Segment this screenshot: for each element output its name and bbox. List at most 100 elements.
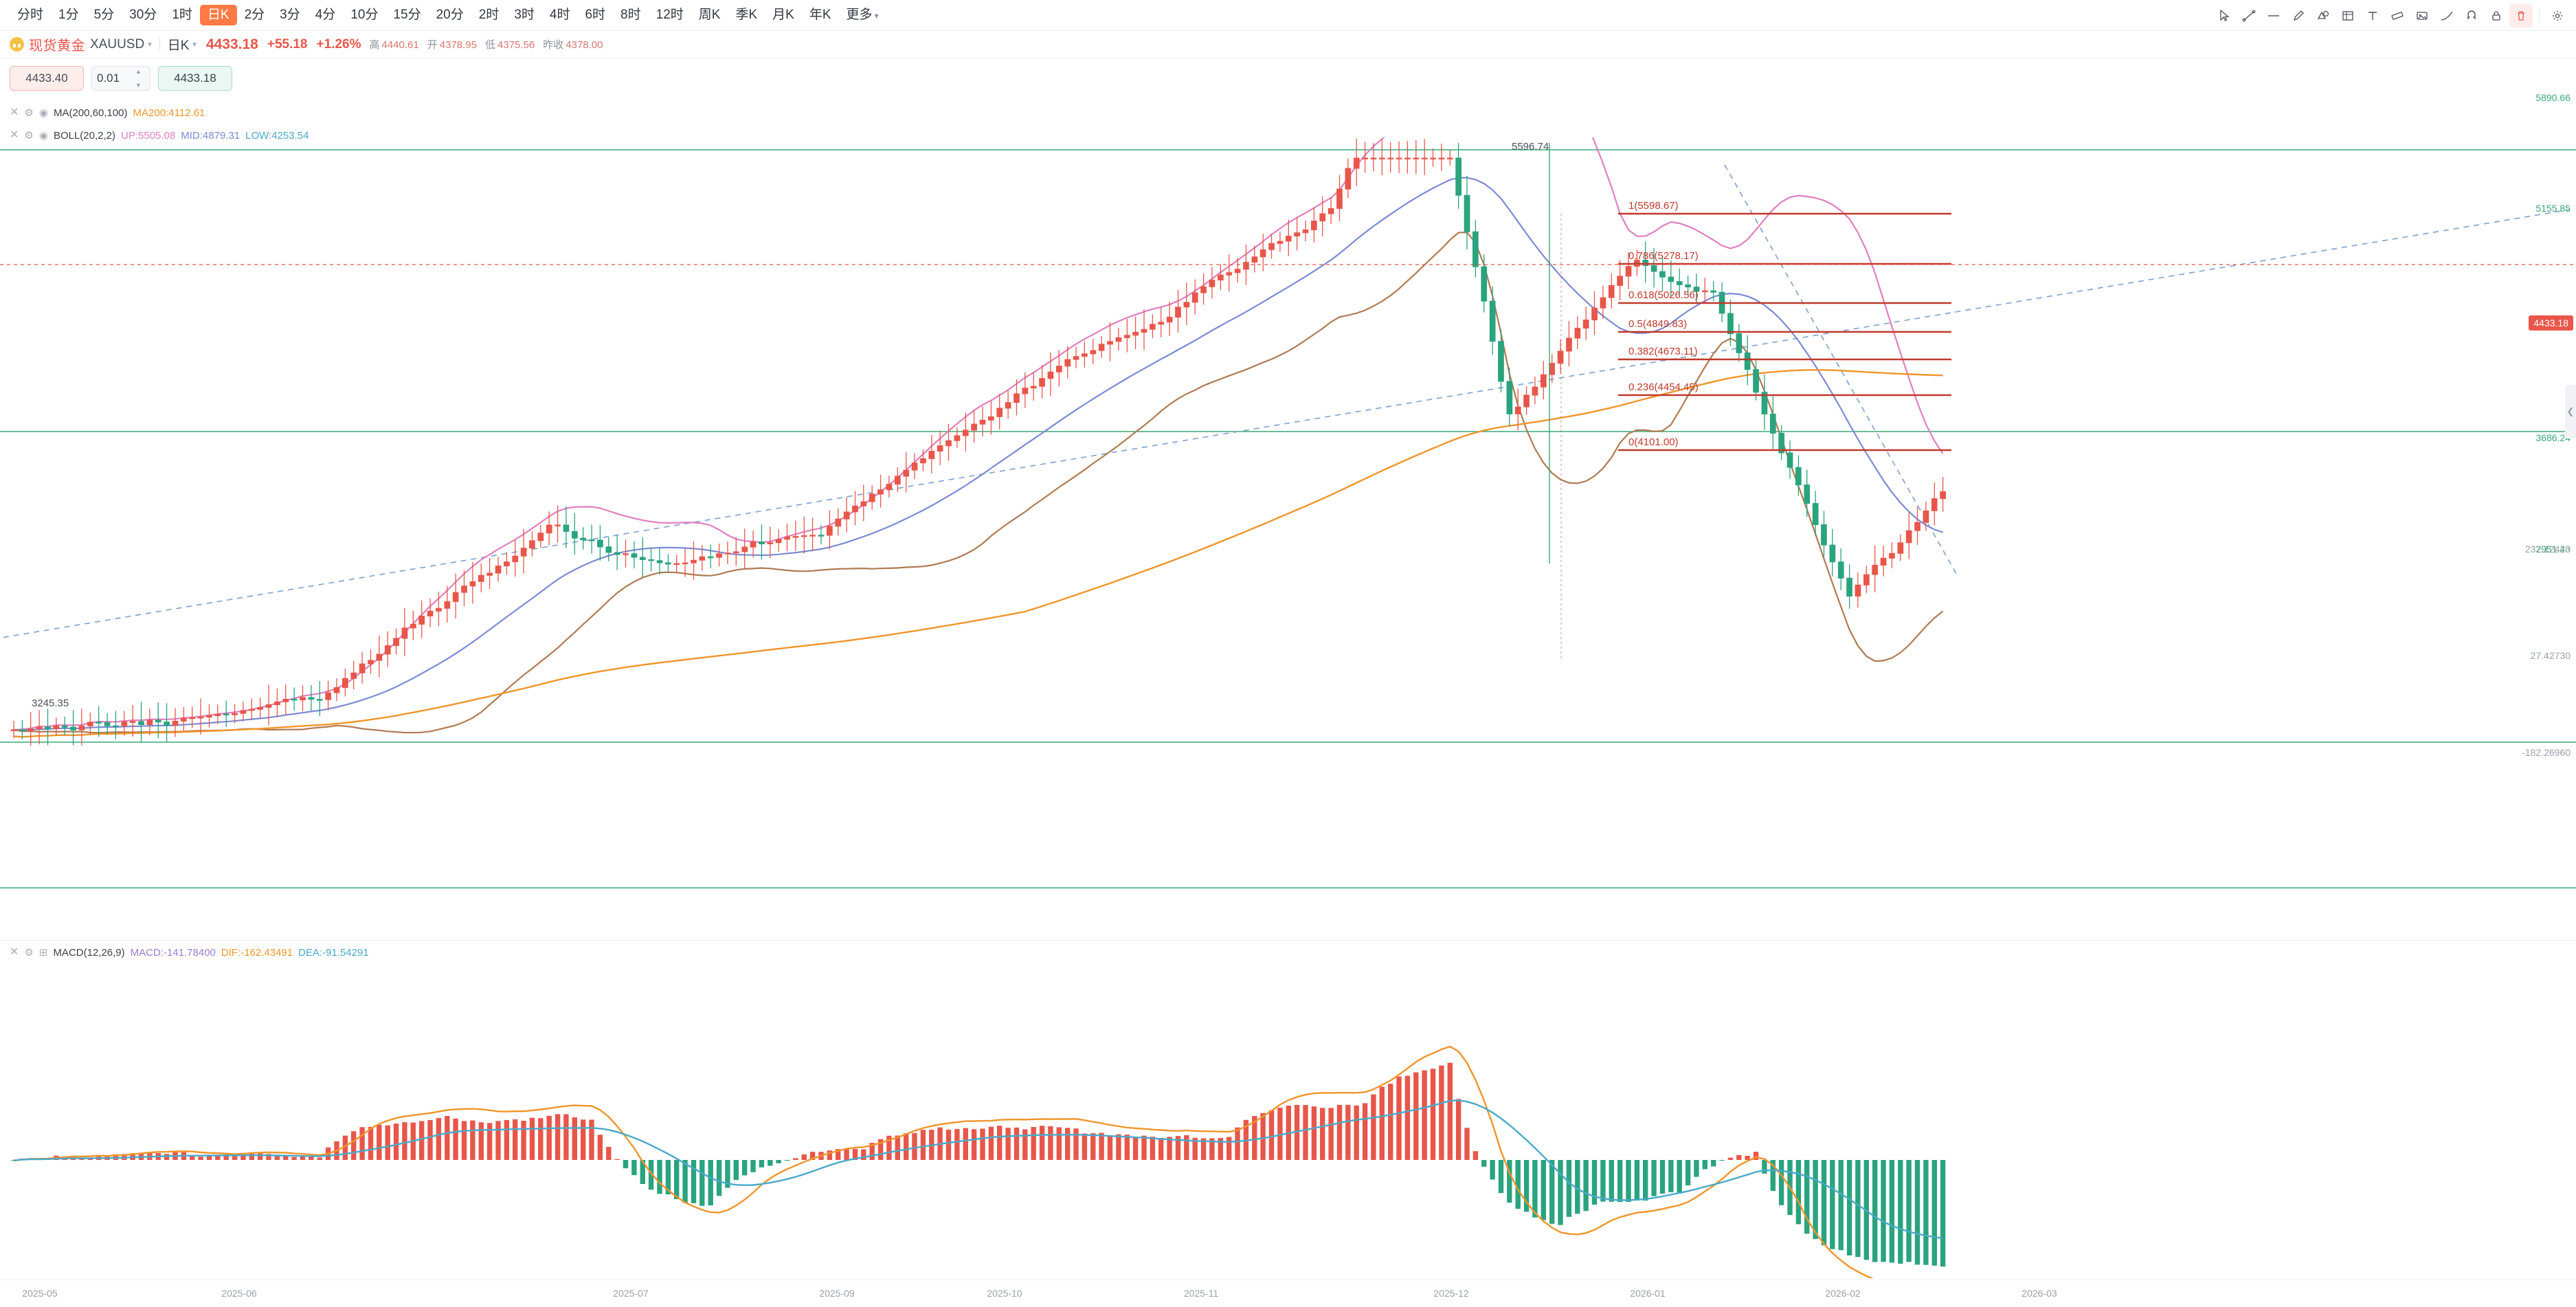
timeframe-10分[interactable]: 10分 <box>350 8 379 22</box>
toolbar-divider <box>2539 8 2540 23</box>
timeframe-8时[interactable]: 8时 <box>620 8 641 22</box>
timeframe-3分[interactable]: 3分 <box>280 8 300 22</box>
last-price: 4433.18 <box>205 36 258 52</box>
chevron-left-icon: ❮ <box>2566 406 2575 416</box>
timeframe-2分[interactable]: 2分 <box>244 8 265 22</box>
settings-icon[interactable] <box>2546 4 2569 27</box>
image-icon[interactable] <box>2410 4 2434 27</box>
lock-icon[interactable] <box>2485 4 2508 27</box>
close-icon[interactable]: ✕ <box>10 946 19 958</box>
horizontal-line-icon[interactable] <box>2262 4 2285 27</box>
timeframe-list: 分时 1分 5分 30分 1时 日K 2分 3分 4分 10分 15分 20分 2时 3时 4时 6时 8时 12… <box>0 5 886 26</box>
gear-icon[interactable]: ⚙ <box>24 130 34 142</box>
quantity-stepper[interactable]: 0.01 ▲ ▼ <box>91 66 150 91</box>
shapes-icon[interactable] <box>2311 4 2335 27</box>
ruler-icon[interactable] <box>2386 4 2409 27</box>
macd-indicator-legend: ✕ ⚙ ⊞ MACD(12,26,9) MACD:-141.78400 DIF:… <box>10 946 369 959</box>
timeframe-4时[interactable]: 4时 <box>549 8 570 22</box>
timeframe-周K[interactable]: 周K <box>698 8 721 22</box>
time-axis-tick: 2025-05 <box>22 1288 58 1299</box>
timeframe-更多[interactable]: 更多 <box>839 5 886 26</box>
timeframe-年K[interactable]: 年K <box>809 8 831 22</box>
svg-text:3245.35: 3245.35 <box>32 697 69 709</box>
top-toolbar: 分时 1分 5分 30分 1时 日K 2分 3分 4分 10分 15分 20分 2时 3时 4时 6时 8时 12… <box>0 0 2576 31</box>
price-change: +55.18 <box>267 36 308 52</box>
ma200-value: MA200:4112.61 <box>133 107 205 119</box>
timeframe-季K[interactable]: 季K <box>735 8 758 22</box>
indicator-separator <box>0 940 2576 941</box>
boll-title: BOLL(20,2,2) <box>53 129 116 142</box>
price-axis-tick: 2951.43 <box>2535 544 2571 555</box>
table-icon[interactable] <box>2336 4 2360 27</box>
sidebar-collapse-handle[interactable]: ❮ <box>2565 385 2576 438</box>
svg-text:0.236(4454.45): 0.236(4454.45) <box>1628 381 1699 393</box>
close-icon[interactable]: ✕ <box>10 129 19 141</box>
svg-text:0.382(4673.11): 0.382(4673.11) <box>1628 346 1698 357</box>
svg-text:1(5598.67): 1(5598.67) <box>1628 200 1679 212</box>
stepper-arrows[interactable]: ▲ ▼ <box>135 68 142 89</box>
time-axis: 2025-05 2025-06 2025-07 2025-09 2025-10 2025-… <box>0 1280 2576 1307</box>
ask-button[interactable]: 4433.18 <box>158 66 232 91</box>
period-chevron-down-icon[interactable]: ▾ <box>192 41 197 49</box>
svg-text:5596.74: 5596.74 <box>1512 141 1549 153</box>
boll-low-value: LOW:4253.54 <box>245 129 309 142</box>
drawing-tools-bar <box>2213 0 2569 31</box>
timeframe-15分[interactable]: 15分 <box>393 8 421 22</box>
macd-axis-tick: -182.26960 <box>2522 747 2571 758</box>
time-axis-tick: 2025-12 <box>1433 1288 1469 1299</box>
cursor-icon[interactable] <box>2213 4 2236 27</box>
timeframe-5分[interactable]: 5分 <box>93 8 115 22</box>
pencil-icon[interactable] <box>2287 4 2310 27</box>
timeframe-3时[interactable]: 3时 <box>514 8 535 22</box>
bid-button[interactable]: 4433.40 <box>10 66 84 91</box>
magnet-icon[interactable] <box>2460 4 2483 27</box>
timeframe-日K[interactable]: 日K <box>199 5 237 25</box>
timeframe-月K[interactable]: 月K <box>772 8 794 22</box>
trade-bar: 4433.40 0.01 ▲ ▼ 4433.18 <box>0 62 2576 95</box>
dif-value: DIF:-162.43491 <box>221 946 293 959</box>
macd-chart-canvas[interactable] <box>0 941 2576 1278</box>
timeframe-30分[interactable]: 30分 <box>129 8 157 22</box>
price-chart-canvas[interactable]: 1(5598.67) 0.786(5278.17) 0.618(5026.56) 0.… <box>0 137 2576 928</box>
expand-icon[interactable]: ⊞ <box>38 947 48 959</box>
time-axis-tick: 2025-11 <box>1183 1288 1219 1299</box>
price-axis-tick: 3686.24 <box>2535 432 2571 443</box>
macd-title: MACD(12,26,9) <box>53 946 125 959</box>
price-axis-tick: 5155.85 <box>2535 203 2571 214</box>
timeframe-1分[interactable]: 1分 <box>58 8 79 22</box>
eye-icon[interactable]: ◉ <box>38 107 48 119</box>
fibonacci-icon[interactable] <box>2435 4 2459 27</box>
gear-icon[interactable]: ⚙ <box>24 107 34 119</box>
timeframe-1时[interactable]: 1时 <box>172 8 192 22</box>
timeframe-6时[interactable]: 6时 <box>585 8 606 22</box>
gear-icon[interactable]: ⚙ <box>24 947 34 959</box>
time-axis-tick: 2026-02 <box>1825 1288 1861 1299</box>
price-axis-tick: 5890.66 <box>2535 92 2571 103</box>
price-chart-svg[interactable]: 1(5598.67) 0.786(5278.17) 0.618(5026.56) 0.… <box>0 137 2576 928</box>
time-axis-tick: 2025-09 <box>819 1288 855 1299</box>
time-axis-tick: 2026-01 <box>1630 1288 1666 1299</box>
trendline-icon[interactable] <box>2237 4 2261 27</box>
text-icon[interactable] <box>2361 4 2384 27</box>
timeframe-2时[interactable]: 2时 <box>478 8 500 22</box>
gold-bar-icon <box>10 37 24 52</box>
macd-chart-svg[interactable] <box>0 941 2576 1278</box>
close-icon[interactable]: ✕ <box>10 107 19 118</box>
boll-mid-value: MID:4879.31 <box>181 129 240 142</box>
boll-indicator-legend: ✕ ⚙ ◉ BOLL(20,2,2) UP:5505.08 MID:4879.3… <box>10 129 309 142</box>
timeframe-20分[interactable]: 20分 <box>436 8 464 22</box>
price-axis[interactable]: 5890.66 5155.85 3686.24 2951.43 237.12420 27.… <box>2504 58 2576 1288</box>
chevron-down-icon[interactable]: ▾ <box>148 41 152 49</box>
timeframe-分时[interactable]: 分时 <box>17 8 44 22</box>
open-label: 开 4378.95 <box>427 39 477 51</box>
trash-icon[interactable] <box>2509 3 2533 27</box>
svg-text:0.786(5278.17): 0.786(5278.17) <box>1628 250 1699 262</box>
high-label: 高 4440.61 <box>369 39 419 51</box>
time-axis-tick: 2026-03 <box>2021 1288 2057 1299</box>
timeframe-4分[interactable]: 4分 <box>315 8 336 22</box>
eye-icon[interactable]: ◉ <box>38 130 48 142</box>
svg-text:0.5(4849.83): 0.5(4849.83) <box>1628 318 1687 330</box>
ma-indicator-legend: ✕ ⚙ ◉ MA(200,60,100) MA200:4112.61 <box>10 107 205 120</box>
timeframe-12时[interactable]: 12时 <box>656 8 684 22</box>
